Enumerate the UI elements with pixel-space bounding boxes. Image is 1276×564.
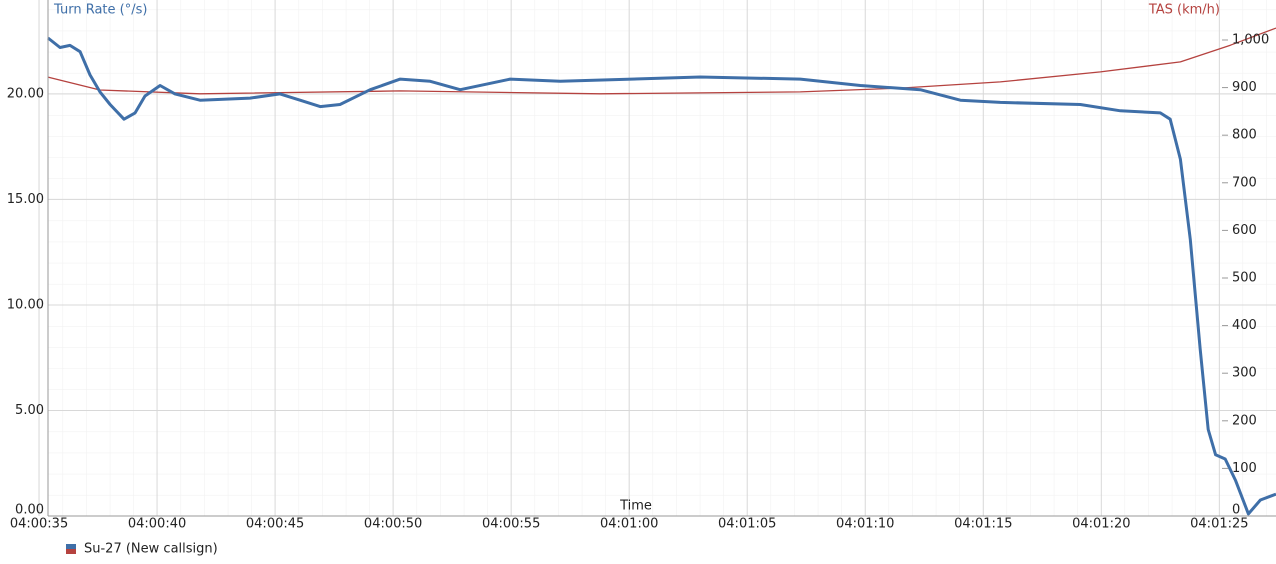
legend-swatch xyxy=(66,549,76,554)
legend-swatch xyxy=(66,544,76,549)
y2-tick-label: 1,000 xyxy=(1232,32,1269,47)
x-tick-label: 04:01:20 xyxy=(1072,517,1130,532)
plot xyxy=(47,27,1276,516)
x-tick-label: 04:00:40 xyxy=(128,517,186,532)
x-tick-label: 04:00:45 xyxy=(246,517,304,532)
y-tick-label: 10.00 xyxy=(7,297,44,312)
y2-tick-label: 700 xyxy=(1232,175,1257,190)
y2-tick-label: 800 xyxy=(1232,128,1257,143)
y2-tick-label: 600 xyxy=(1232,223,1257,238)
x-tick-label: 04:01:15 xyxy=(954,517,1012,532)
x-tick-label: 04:01:25 xyxy=(1190,517,1248,532)
y2-tick-label: 200 xyxy=(1232,413,1257,428)
y2-tick-label: 500 xyxy=(1232,270,1257,285)
x-tick-label: 04:01:05 xyxy=(718,517,776,532)
x-tick-label: 04:01:10 xyxy=(836,517,894,532)
x-tick-label: 04:00:35 xyxy=(10,517,68,532)
legend-label[interactable]: Su-27 (New callsign) xyxy=(84,542,218,557)
y-tick-label: 15.00 xyxy=(7,192,44,207)
x-tick-label: 04:00:50 xyxy=(364,517,422,532)
y2-tick-label: 0 xyxy=(1232,503,1240,518)
series-line xyxy=(47,27,1276,95)
x-axis-title: Time xyxy=(619,499,652,514)
series-line xyxy=(47,36,1276,516)
minor-grid xyxy=(48,0,1276,516)
y2-tick-label: 300 xyxy=(1232,366,1257,381)
y-tick-label: 5.00 xyxy=(15,403,44,418)
y2-tick-label: 400 xyxy=(1232,318,1257,333)
x-tick-label: 04:00:55 xyxy=(482,517,540,532)
y2-axis-title: TAS (km/h) xyxy=(1148,3,1220,18)
y-axis-title: Turn Rate (°/s) xyxy=(53,3,147,18)
y-tick-label: 20.00 xyxy=(7,86,44,101)
y2-tick-label: 900 xyxy=(1232,80,1257,95)
y-tick-label: 0.00 xyxy=(15,503,44,518)
y2-tick-label: 100 xyxy=(1232,461,1257,476)
x-tick-label: 04:01:00 xyxy=(600,517,658,532)
